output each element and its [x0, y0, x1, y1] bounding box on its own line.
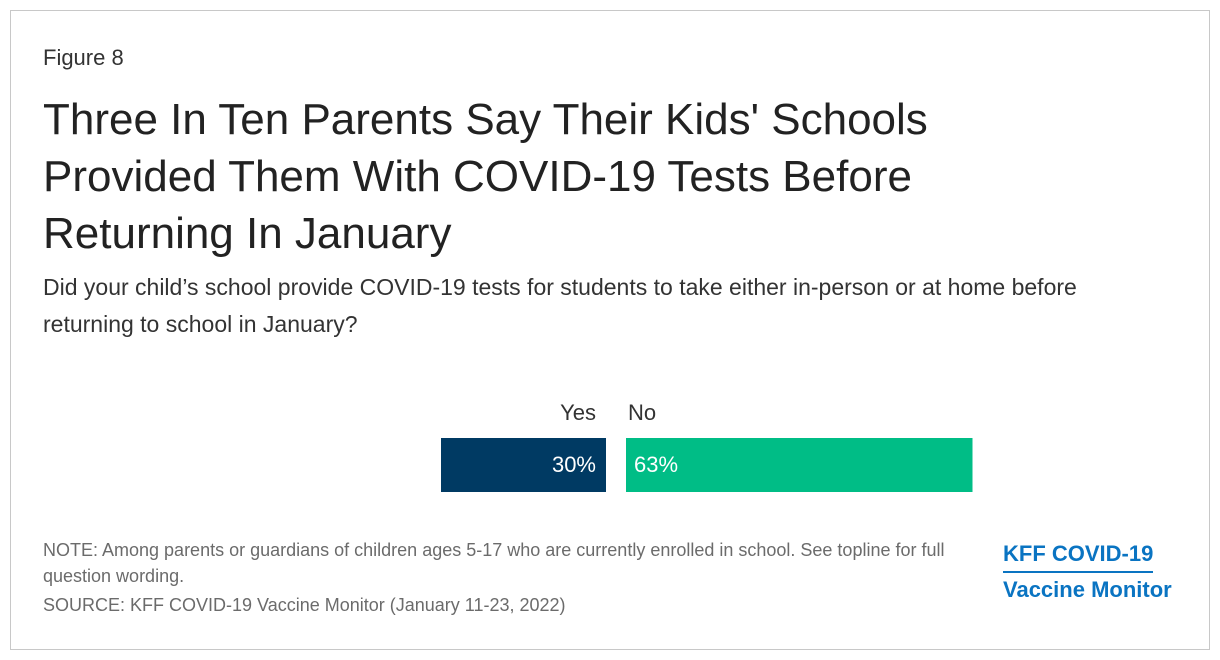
- source: SOURCE: KFF COVID-19 Vaccine Monitor (Ja…: [43, 595, 566, 615]
- value-label: 30%: [552, 452, 596, 477]
- chart-frame: Figure 8 Three In Ten Parents Say Their …: [10, 10, 1210, 650]
- category-label: No: [628, 400, 656, 425]
- bar: [626, 438, 973, 492]
- chart-title: Three In Ten Parents Say Their Kids' Sch…: [43, 95, 928, 258]
- bar: [441, 438, 606, 492]
- category-label: Yes: [560, 400, 596, 425]
- note: NOTE: Among parents or guardians of chil…: [43, 540, 945, 586]
- chart-subtitle: Did your child’s school provide COVID-19…: [43, 274, 1077, 337]
- logo-line: KFF COVID-19: [1003, 541, 1154, 573]
- chart: Yes 30% No 63%: [441, 400, 973, 492]
- figure-label: Figure 8: [43, 45, 124, 70]
- value-label: 63%: [634, 452, 678, 477]
- logo-line: Vaccine Monitor: [1003, 577, 1172, 602]
